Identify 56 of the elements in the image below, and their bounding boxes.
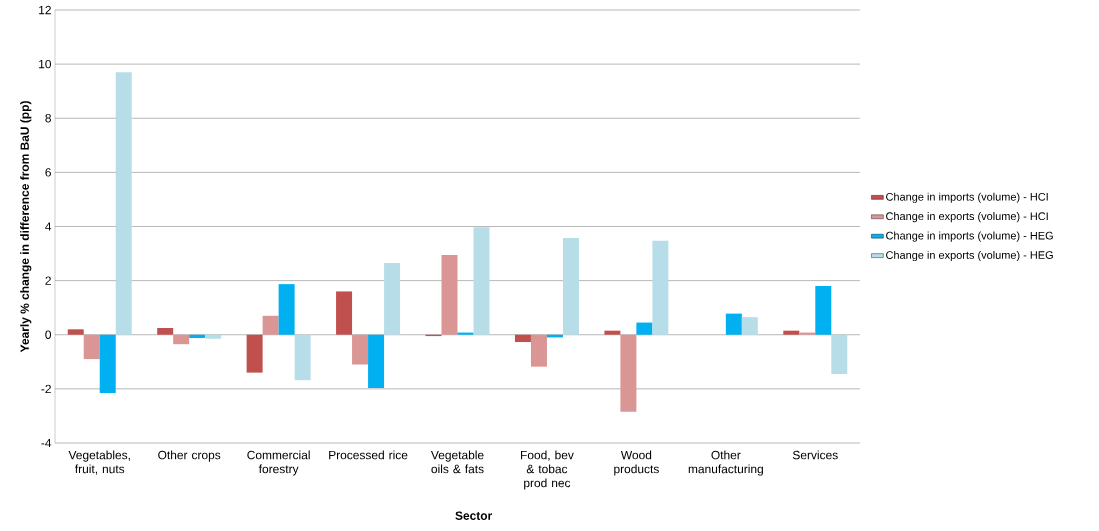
bar	[384, 263, 401, 335]
x-tick-label: Processed rice	[329, 450, 408, 460]
legend-label: Change in imports (volume) - HEG	[886, 231, 1053, 242]
y-tick-label: -4	[41, 438, 52, 448]
x-axis-title: Sector	[455, 511, 493, 520]
bar	[441, 254, 458, 335]
bar	[530, 334, 547, 367]
bar	[246, 334, 263, 373]
x-tick-label: Other manufacturing	[688, 450, 763, 476]
x-tick-label: Food, bev & tobac prod nec	[521, 450, 574, 490]
bar	[604, 330, 621, 335]
x-tick-label: Other crops	[158, 450, 221, 462]
bar	[294, 334, 311, 381]
y-tick-label: -2	[41, 384, 51, 394]
bar	[189, 334, 206, 338]
bar	[457, 332, 474, 335]
x-tick-label: Commercial forestry	[247, 450, 310, 476]
bar	[725, 313, 742, 335]
legend-label: Change in exports (volume) - HEG	[886, 250, 1053, 262]
legend-label: Change in imports (volume) - HCI	[886, 192, 1048, 203]
bar	[562, 238, 579, 335]
bar	[205, 334, 222, 339]
bar	[636, 322, 653, 335]
bar	[514, 334, 531, 343]
y-tick-label: 6	[45, 168, 51, 177]
bar	[741, 317, 758, 335]
bar	[652, 240, 669, 335]
y-axis-title: Yearly % change in difference from BaU (pp)	[20, 101, 32, 353]
bar	[99, 334, 116, 393]
x-tick-label: Wood products	[614, 450, 659, 476]
bar	[352, 334, 369, 365]
bar	[799, 332, 816, 335]
y-tick-label: 0	[45, 330, 52, 339]
bar	[815, 286, 832, 335]
bar	[473, 227, 490, 335]
bar	[115, 72, 132, 335]
x-tick-label: Services	[792, 450, 838, 460]
bar	[83, 334, 100, 360]
bar	[620, 334, 637, 412]
y-tick-label: 8	[45, 114, 51, 123]
bar	[336, 291, 353, 335]
bar	[262, 315, 279, 335]
y-tick-label: 12	[39, 5, 51, 15]
bar	[368, 334, 385, 389]
y-tick-label: 4	[45, 222, 52, 231]
bar	[831, 334, 848, 374]
y-tick-label: 2	[45, 276, 51, 285]
bar	[67, 329, 84, 335]
bar	[173, 334, 190, 345]
x-tick-label: Vegetable oils & fats	[430, 450, 484, 474]
x-tick-label: Vegetables, fruit, nuts	[68, 450, 130, 475]
y-tick-label: 10	[39, 59, 52, 69]
bar	[783, 330, 800, 335]
bar	[278, 284, 295, 335]
bar	[157, 327, 174, 335]
legend-label: Change in exports (volume) - HCI	[886, 212, 1048, 223]
